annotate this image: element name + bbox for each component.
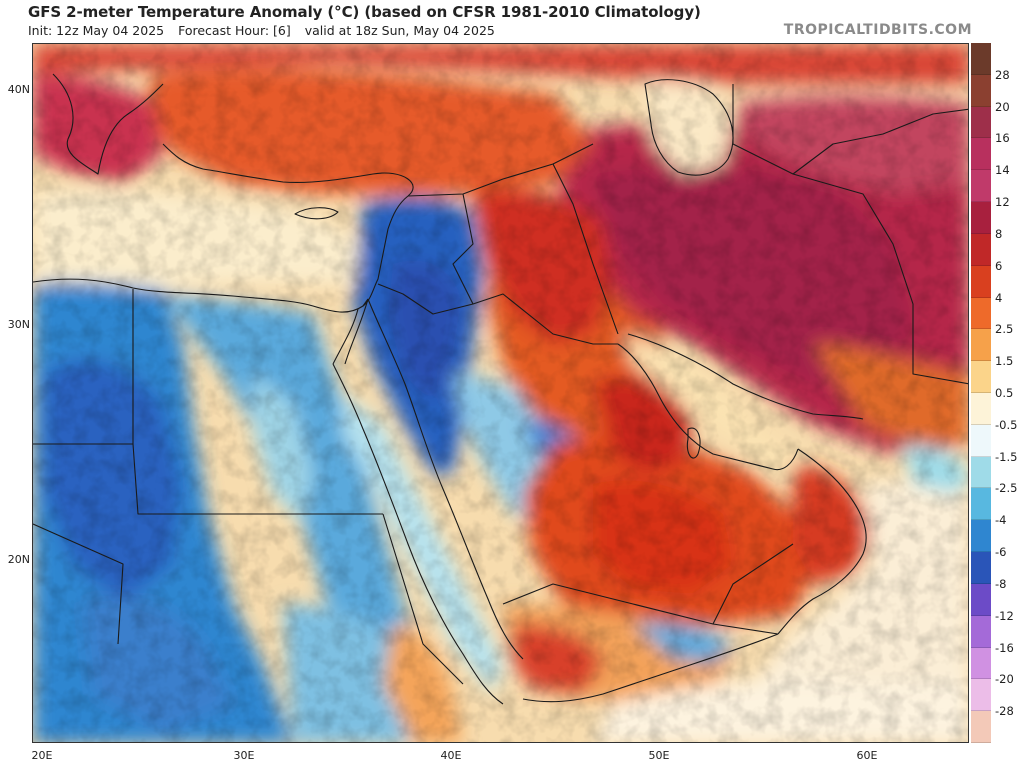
colorbar-label: 1.5 bbox=[995, 354, 1014, 369]
colorbar-swatch bbox=[971, 552, 991, 584]
colorbar-label: -6 bbox=[995, 545, 1007, 560]
colorbar-swatch bbox=[971, 583, 991, 616]
valid-time: valid at 18z Sun, May 04 2025 bbox=[304, 23, 495, 38]
colorbar-label: -28 bbox=[995, 704, 1014, 719]
colorbar-label: -2.5 bbox=[995, 481, 1018, 496]
colorbar-swatch bbox=[971, 520, 991, 553]
boundaries bbox=[33, 73, 968, 705]
lon-label-40e: 40E bbox=[440, 749, 462, 762]
colorbar-swatch bbox=[971, 43, 991, 75]
colorbar-label: -0.5 bbox=[995, 417, 1018, 432]
colorbar-swatch bbox=[971, 202, 991, 234]
colorbar-swatch bbox=[971, 74, 991, 107]
colorbar-swatch bbox=[971, 679, 991, 712]
init-time: Init: 12z May 04 2025 bbox=[28, 23, 165, 38]
anomaly-map bbox=[32, 43, 969, 743]
map-title: GFS 2-meter Temperature Anomaly (°C) (ba… bbox=[28, 3, 701, 21]
colorbar-swatch bbox=[971, 647, 991, 680]
lat-label-20n: 20N bbox=[7, 553, 30, 566]
colorbar-label: -12 bbox=[995, 608, 1014, 623]
lat-label-40n: 40N bbox=[7, 83, 30, 96]
colorbar-swatch bbox=[971, 488, 991, 521]
colorbar-label: 0.5 bbox=[995, 386, 1014, 400]
lat-label-30n: 30N bbox=[7, 318, 30, 331]
colorbar-swatch bbox=[971, 297, 991, 330]
colorbar-swatch bbox=[971, 456, 991, 489]
colorbar-label: -16 bbox=[995, 640, 1014, 655]
colorbar-swatch bbox=[971, 711, 991, 743]
lon-label-60e: 60E bbox=[856, 749, 878, 762]
colorbar-label: 16 bbox=[995, 131, 1010, 146]
forecast-hour: Forecast Hour: [6] bbox=[178, 23, 291, 38]
colorbar-swatch bbox=[971, 265, 991, 298]
colorbar-swatch bbox=[971, 615, 991, 648]
colorbar-swatch bbox=[971, 329, 991, 362]
colorbar-label: 12 bbox=[995, 195, 1010, 210]
colorbar-swatch bbox=[971, 106, 991, 139]
colorbar-label: 20 bbox=[995, 99, 1010, 114]
colorbar-label: 4 bbox=[995, 290, 1003, 305]
colorbar-swatch bbox=[971, 138, 991, 171]
colorbar-legend: 28 20 16 14 12 8 6 4 2.5 1.5 0.5 -0.5 -1.5 -2.5 -4 -6 -8… bbox=[969, 43, 1024, 743]
lon-label-30e: 30E bbox=[233, 749, 255, 762]
source-watermark: TROPICALTIDBITS.COM bbox=[783, 22, 972, 38]
colorbar-swatch bbox=[971, 424, 991, 457]
colorbar-label: -4 bbox=[995, 513, 1007, 528]
colorbar-label: -1.5 bbox=[995, 449, 1018, 464]
colorbar-swatch bbox=[971, 170, 991, 203]
lon-label-50e: 50E bbox=[648, 749, 670, 762]
map-subtitle: Init: 12z May 04 2025 Forecast Hour: [6]… bbox=[28, 23, 505, 38]
colorbar-label: 14 bbox=[995, 163, 1010, 178]
colorbar-label: 2.5 bbox=[995, 322, 1014, 337]
colorbar-swatch bbox=[971, 393, 991, 425]
colorbar-label: -20 bbox=[995, 672, 1014, 687]
anomaly-map-canvas bbox=[33, 44, 968, 742]
colorbar-swatch bbox=[971, 233, 991, 266]
colorbar-label: 28 bbox=[995, 67, 1010, 82]
lon-label-20e: 20E bbox=[31, 749, 53, 762]
colorbar-swatch bbox=[971, 361, 991, 393]
colorbar-label: -8 bbox=[995, 576, 1007, 591]
colorbar-label: 8 bbox=[995, 226, 1003, 241]
colorbar-label: 6 bbox=[995, 258, 1003, 273]
